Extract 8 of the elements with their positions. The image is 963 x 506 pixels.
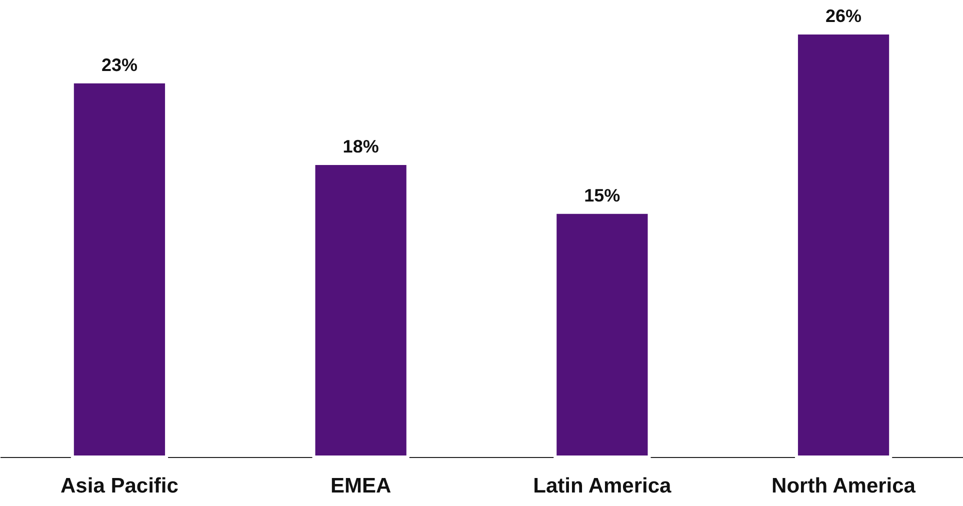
data-label: 15% (584, 185, 620, 206)
data-label: 23% (101, 54, 138, 75)
data-label: 18% (342, 136, 379, 156)
x-tick-label: Asia Pacific (60, 474, 179, 498)
x-tick-label: North America (772, 474, 916, 498)
data-label: 26% (826, 6, 862, 26)
x-tick-label: Latin America (533, 474, 672, 498)
x-tick-label: EMEA (330, 474, 392, 498)
